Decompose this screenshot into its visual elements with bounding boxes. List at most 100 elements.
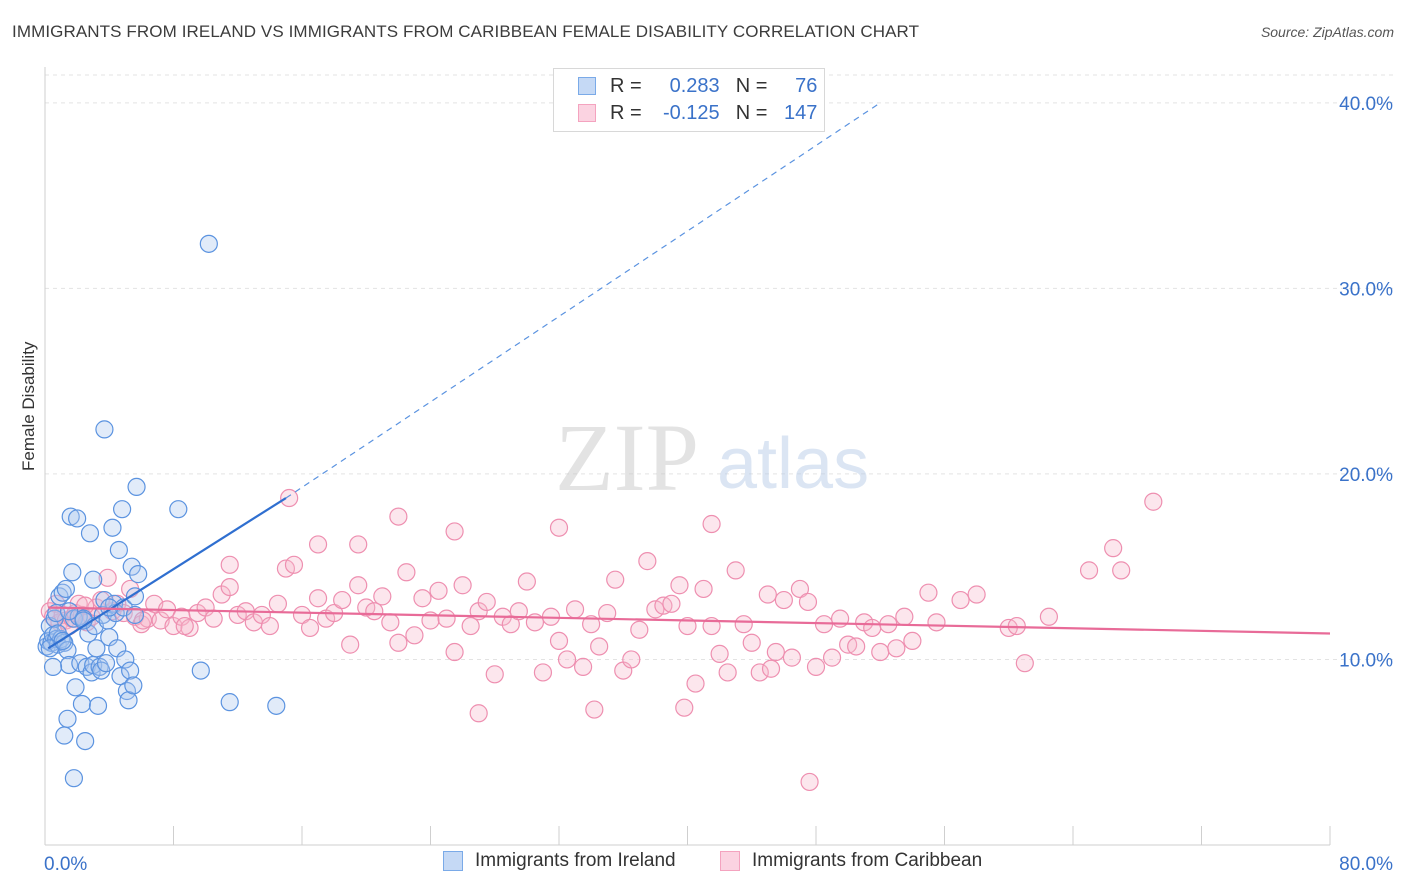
caribbean-point — [469, 704, 488, 723]
ireland-point — [66, 678, 85, 697]
ireland-point — [112, 500, 132, 519]
caribbean-point — [533, 663, 553, 682]
trend-lines — [47, 102, 1331, 650]
caribbean-point — [774, 590, 793, 610]
ireland-point — [124, 676, 143, 695]
stats-legend: R = 0.283 N = 76 R = -0.125 N = 147 — [553, 68, 825, 132]
ireland-point — [58, 641, 77, 660]
caribbean-point — [397, 563, 416, 582]
ireland-point — [59, 602, 79, 621]
ireland-legend-swatch — [443, 851, 463, 871]
caribbean-point — [1104, 539, 1123, 558]
ireland-point — [125, 587, 145, 606]
caribbean-point — [726, 561, 745, 580]
ireland-point — [84, 570, 103, 589]
caribbean-point — [686, 674, 705, 693]
r-value-ireland: 0.283 — [669, 74, 720, 97]
caribbean-point — [638, 552, 657, 571]
caribbean-point — [280, 488, 299, 508]
caribbean-point — [734, 615, 753, 634]
caribbean-point — [670, 576, 689, 595]
caribbean-point — [678, 616, 697, 636]
caribbean-trend-line — [48, 606, 1331, 635]
caribbean-point — [365, 602, 384, 621]
ireland-point — [199, 234, 218, 253]
ireland-point — [64, 769, 84, 788]
ireland-trend-line — [47, 497, 287, 650]
y-tick-label: 30.0% — [1339, 279, 1393, 300]
caribbean-point — [175, 616, 194, 636]
r-label: R = — [610, 74, 642, 97]
caribbean-point — [549, 518, 569, 537]
ireland-point — [72, 694, 92, 714]
caribbean-swatch — [578, 104, 596, 122]
r-label: R = — [610, 101, 642, 124]
n-label: N = — [735, 101, 768, 124]
x-tick-label: 0.0% — [44, 854, 87, 875]
caribbean-point — [373, 587, 392, 606]
caribbean-point — [718, 663, 737, 682]
caribbean-point — [549, 631, 569, 651]
ireland-point — [88, 696, 108, 715]
caribbean-point — [742, 633, 761, 652]
caribbean-point — [590, 637, 609, 656]
y-axis-label: Female Disability — [19, 341, 38, 471]
stats-legend-row-ireland: R = 0.283 N = 76 — [578, 73, 817, 99]
caribbean-point — [76, 596, 95, 615]
ireland-point — [169, 500, 188, 519]
ireland-point — [87, 639, 106, 658]
ireland-point — [59, 655, 79, 675]
caribbean-point — [405, 626, 424, 645]
legend-item-caribbean: Immigrants from Caribbean — [720, 850, 982, 872]
caribbean-point — [750, 663, 769, 682]
caribbean-points — [40, 488, 1163, 792]
ireland-point — [129, 565, 148, 584]
caribbean-point — [429, 581, 448, 600]
caribbean-point — [606, 570, 625, 589]
source-label: Source: ZipAtlas.com — [1260, 24, 1394, 40]
caribbean-point — [758, 585, 777, 604]
caribbean-point — [761, 659, 781, 678]
caribbean-point — [622, 650, 641, 669]
caribbean-point — [863, 618, 882, 638]
caribbean-point — [822, 648, 842, 667]
caribbean-point — [1144, 492, 1163, 511]
caribbean-point — [308, 535, 328, 554]
ireland-point — [220, 693, 239, 712]
ireland-point — [116, 650, 135, 669]
ireland-point — [77, 657, 96, 676]
ireland-trend-extension — [285, 102, 881, 499]
ireland-point — [122, 557, 141, 576]
ireland-point — [96, 654, 116, 673]
caribbean-point — [485, 665, 504, 684]
caribbean-point — [565, 600, 585, 619]
bottom-legend: Immigrants from Ireland Immigrants from … — [0, 850, 1406, 878]
caribbean-point — [871, 642, 890, 662]
caribbean-point — [260, 616, 279, 636]
caribbean-point — [292, 605, 312, 625]
caribbean-point — [389, 507, 408, 526]
ireland-point — [267, 696, 286, 715]
y-tick-label: 20.0% — [1339, 465, 1393, 486]
chart-title: IMMIGRANTS FROM IRELAND VS IMMIGRANTS FR… — [12, 22, 920, 41]
n-value-caribbean: 147 — [784, 101, 818, 124]
axes — [44, 67, 1331, 846]
caribbean-point — [1112, 561, 1131, 580]
caribbean-point — [333, 590, 352, 610]
caribbean-point — [349, 576, 368, 595]
caribbean-point — [927, 613, 946, 632]
caribbean-point — [675, 698, 694, 717]
caribbean-point — [445, 522, 464, 541]
caribbean-point — [782, 648, 802, 667]
caribbean-point — [710, 644, 729, 663]
caribbean-point — [220, 555, 239, 574]
y-tick-label: 40.0% — [1339, 94, 1393, 115]
caribbean-point — [300, 618, 320, 638]
caribbean-point — [445, 642, 464, 662]
caribbean-point — [582, 615, 601, 634]
ireland-point — [55, 726, 74, 745]
caribbean-point — [557, 650, 577, 669]
caribbean-point — [806, 657, 826, 676]
x-tick-label: 80.0% — [1339, 854, 1393, 875]
